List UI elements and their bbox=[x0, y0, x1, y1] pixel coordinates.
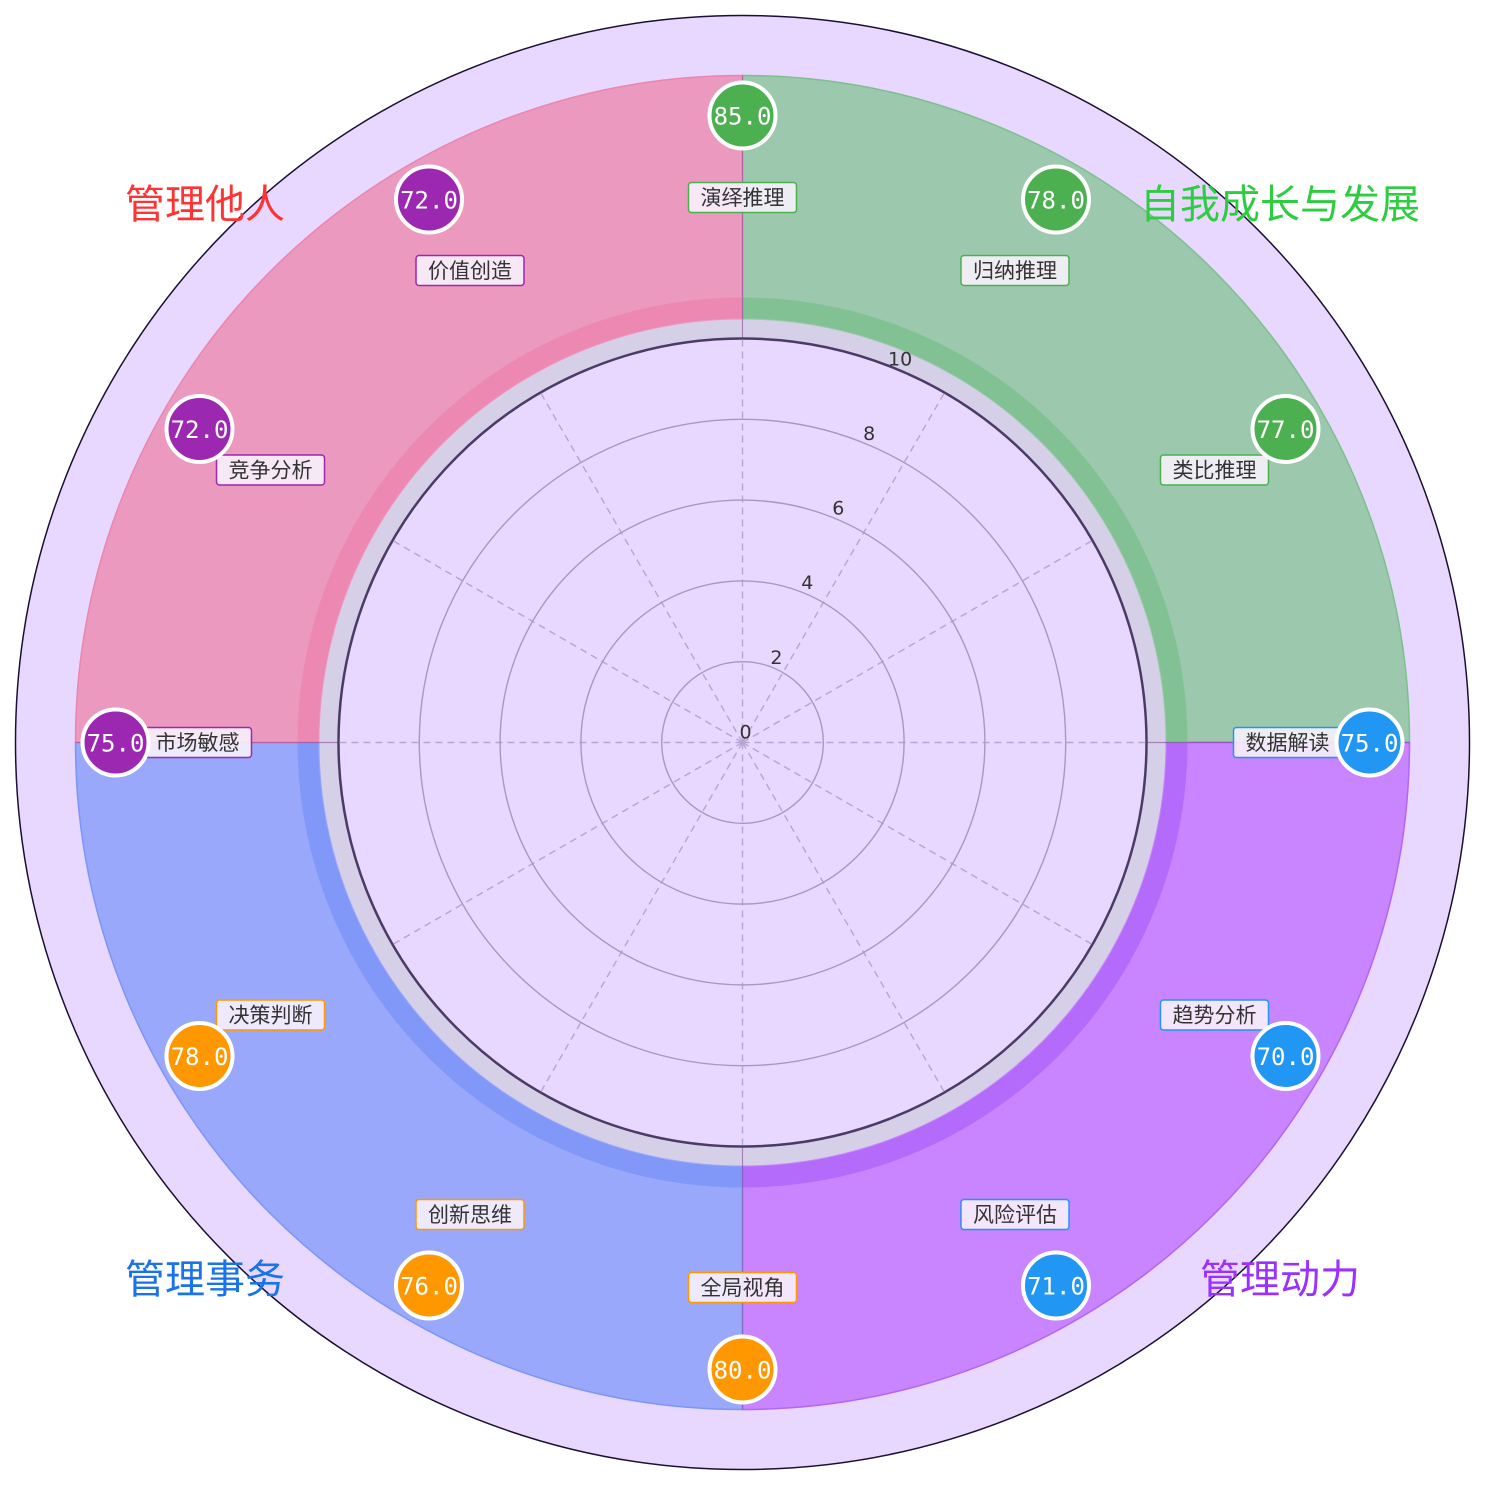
skill-label: 演绎推理 bbox=[687, 181, 798, 214]
quadrant-title: 管理他人 bbox=[125, 182, 285, 228]
radial-tick-label: 6 bbox=[832, 498, 844, 520]
score-value: 70.0 bbox=[1257, 1043, 1315, 1071]
quadrant-title: 管理动力 bbox=[1200, 1257, 1360, 1303]
quadrant-title: 管理事务 bbox=[125, 1257, 285, 1303]
skill-label-text: 全局视角 bbox=[701, 1276, 785, 1300]
score-marker: 70.0 bbox=[1250, 1021, 1321, 1091]
score-value: 76.0 bbox=[400, 1272, 458, 1300]
score-value: 72.0 bbox=[400, 187, 458, 215]
quadrant-title: 自我成长与发展 bbox=[1140, 182, 1420, 228]
skill-label-box bbox=[960, 254, 1070, 287]
skill-label: 类比推理 bbox=[1159, 454, 1270, 486]
score-value: 75.0 bbox=[87, 730, 145, 758]
skill-label-box bbox=[1159, 999, 1270, 1031]
skill-label-text: 归纳推理 bbox=[973, 259, 1057, 283]
skill-label-box bbox=[415, 1198, 525, 1231]
skill-label: 全局视角 bbox=[687, 1271, 798, 1304]
radial-gridline bbox=[742, 539, 1093, 744]
skill-label-box bbox=[215, 999, 326, 1031]
score-markers: 85.0 78.0 77.0 75.0 70.0 71.0 80.0 76.0 78.0 75.0… bbox=[80, 80, 1405, 1405]
skill-label-box bbox=[960, 1198, 1070, 1231]
radial-tick-label: 4 bbox=[801, 572, 813, 594]
score-value: 75.0 bbox=[1341, 730, 1399, 758]
score-value: 85.0 bbox=[714, 103, 772, 131]
score-marker: 78.0 bbox=[164, 1021, 235, 1091]
score-marker-circle bbox=[1250, 1021, 1321, 1091]
score-value: 71.0 bbox=[1027, 1272, 1085, 1300]
radial-gridline bbox=[539, 392, 744, 743]
skill-label: 竞争分析 bbox=[215, 454, 326, 486]
radial-gridline bbox=[539, 742, 744, 1093]
score-value: 77.0 bbox=[1257, 416, 1315, 444]
score-marker-circle bbox=[394, 1250, 464, 1321]
skill-label-text: 数据解读 bbox=[1246, 731, 1330, 755]
score-marker-circle bbox=[1250, 394, 1321, 464]
score-marker: 75.0 bbox=[80, 707, 151, 778]
radial-tick-label: 0 bbox=[739, 722, 751, 744]
skill-label-text: 竞争分析 bbox=[229, 459, 313, 483]
skill-label-box bbox=[215, 454, 326, 486]
score-value: 72.0 bbox=[171, 416, 229, 444]
skill-label-text: 创新思维 bbox=[428, 1203, 512, 1227]
score-marker-circle bbox=[164, 1021, 235, 1091]
skill-label: 市场敏感 bbox=[142, 726, 253, 759]
score-marker-circle bbox=[707, 1334, 778, 1405]
skill-label: 创新思维 bbox=[415, 1198, 525, 1231]
radial-gridline bbox=[742, 741, 1093, 946]
skill-label-text: 类比推理 bbox=[1172, 459, 1256, 483]
score-marker: 71.0 bbox=[1021, 1250, 1091, 1321]
score-marker: 75.0 bbox=[1334, 707, 1405, 778]
radial-grid-circle bbox=[580, 580, 905, 905]
score-marker-circle bbox=[394, 164, 464, 235]
radial-tick-label: 10 bbox=[888, 348, 912, 370]
score-marker: 85.0 bbox=[707, 80, 778, 151]
skill-label-box bbox=[687, 181, 798, 214]
skill-label-text: 风险评估 bbox=[973, 1203, 1057, 1227]
score-marker-circle bbox=[80, 707, 151, 778]
radial-gridline bbox=[741, 742, 946, 1093]
score-marker-circle bbox=[1334, 707, 1405, 778]
skill-label: 数据解读 bbox=[1232, 726, 1343, 759]
skill-label: 风险评估 bbox=[960, 1198, 1070, 1231]
skill-label-box bbox=[1159, 454, 1270, 486]
score-marker: 72.0 bbox=[164, 394, 235, 464]
score-marker: 77.0 bbox=[1250, 394, 1321, 464]
score-value: 80.0 bbox=[714, 1357, 772, 1385]
radar-plot-area: 0 2 4 6 8 10 bbox=[337, 337, 1148, 1148]
skill-label-text: 趋势分析 bbox=[1172, 1004, 1256, 1028]
skill-label: 趋势分析 bbox=[1159, 999, 1270, 1031]
skill-label: 价值创造 bbox=[415, 254, 525, 287]
radial-tick-label: 2 bbox=[770, 647, 782, 669]
radial-grid-circle bbox=[499, 499, 986, 986]
score-marker: 76.0 bbox=[394, 1250, 464, 1321]
score-marker-circle bbox=[1021, 1250, 1091, 1321]
skill-label-box bbox=[687, 1271, 798, 1304]
skill-label-text: 价值创造 bbox=[428, 259, 512, 283]
skill-label-text: 决策判断 bbox=[229, 1004, 313, 1028]
radial-tick-label: 8 bbox=[863, 423, 875, 445]
score-value: 78.0 bbox=[1027, 187, 1085, 215]
skill-label-text: 市场敏感 bbox=[156, 731, 240, 755]
skill-label: 归纳推理 bbox=[960, 254, 1070, 287]
radial-grid-circle bbox=[418, 418, 1067, 1067]
skill-label-text: 演绎推理 bbox=[701, 186, 785, 210]
radial-grid-circle bbox=[661, 661, 825, 825]
score-marker: 80.0 bbox=[707, 1334, 778, 1405]
score-marker-circle bbox=[164, 394, 235, 464]
score-value: 78.0 bbox=[171, 1043, 229, 1071]
radial-gridline bbox=[741, 392, 946, 743]
skill-label-box bbox=[415, 254, 525, 287]
skill-label: 决策判断 bbox=[215, 999, 326, 1031]
score-marker-circle bbox=[707, 80, 778, 151]
score-marker-circle bbox=[1021, 164, 1091, 235]
radial-gridline bbox=[392, 741, 743, 946]
radial-gridline bbox=[392, 539, 743, 744]
score-marker: 78.0 bbox=[1021, 164, 1091, 235]
score-marker: 72.0 bbox=[394, 164, 464, 235]
